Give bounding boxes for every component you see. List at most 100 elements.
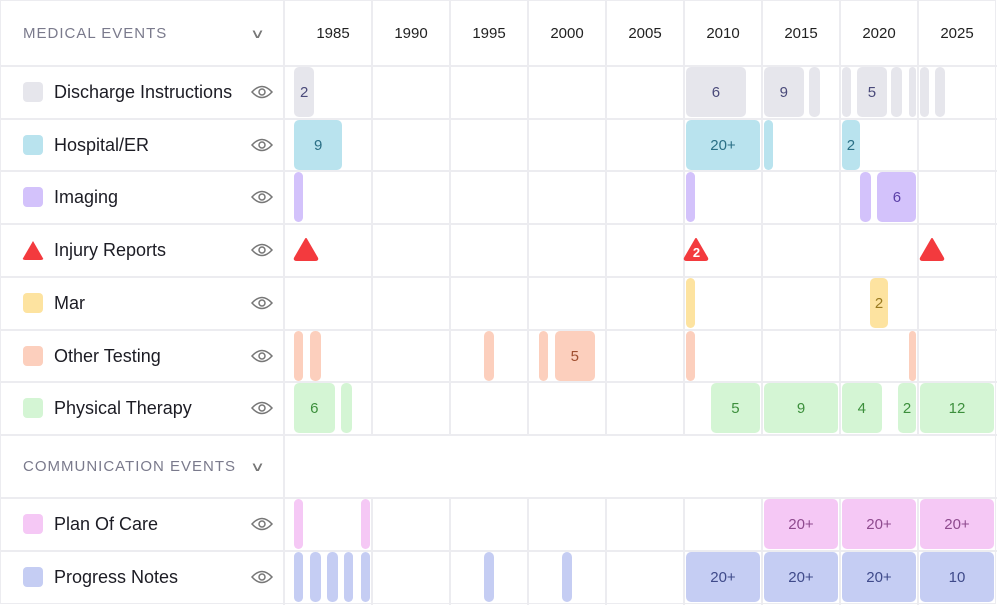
event-bar[interactable] <box>860 172 872 222</box>
event-bar[interactable]: 6 <box>685 67 747 117</box>
event-bar[interactable]: 9 <box>763 383 839 433</box>
event-bar[interactable]: 5 <box>554 331 596 381</box>
grid-line <box>283 1 285 605</box>
event-bar[interactable] <box>326 552 338 602</box>
injury-marker[interactable] <box>293 237 319 263</box>
event-bar[interactable] <box>763 120 773 170</box>
grid-line <box>683 1 685 435</box>
event-bar[interactable]: 6 <box>294 383 335 433</box>
color-swatch <box>23 346 43 366</box>
grid-line <box>1 434 997 436</box>
event-bar[interactable] <box>685 172 695 222</box>
injury-marker[interactable] <box>919 237 945 263</box>
event-bar[interactable] <box>935 67 945 117</box>
row-label: Mar <box>1 277 284 330</box>
event-bar[interactable] <box>294 331 304 381</box>
event-bar[interactable] <box>309 331 321 381</box>
color-swatch <box>23 398 43 418</box>
grid-line <box>1 550 997 552</box>
event-bar[interactable] <box>685 331 695 381</box>
event-bar[interactable] <box>808 67 820 117</box>
section-header-communication[interactable]: COMMUNICATION EVENTS ∨ <box>1 435 284 498</box>
event-bar[interactable]: 20+ <box>685 552 761 602</box>
color-swatch <box>23 135 43 155</box>
row-name: Plan Of Care <box>54 514 159 534</box>
row-name: Discharge Instructions <box>54 82 233 102</box>
event-bar[interactable]: 5 <box>857 67 887 117</box>
event-bar[interactable] <box>841 67 851 117</box>
event-bar[interactable]: 2 <box>869 278 889 328</box>
event-bar[interactable] <box>484 552 494 602</box>
eye-icon[interactable] <box>250 85 274 99</box>
event-bar[interactable]: 6 <box>877 172 917 222</box>
year-header: 1985 <box>316 25 350 42</box>
event-bar[interactable]: 20+ <box>685 120 761 170</box>
row-label: Discharge Instructions <box>1 66 284 119</box>
event-bar[interactable]: 20+ <box>763 552 839 602</box>
grid-line <box>371 498 373 605</box>
grid-line <box>527 1 529 435</box>
event-bar[interactable] <box>361 499 371 549</box>
event-bar[interactable]: 20+ <box>841 499 917 549</box>
event-bar[interactable]: 2 <box>294 67 315 117</box>
grid-line <box>1 118 997 120</box>
event-bar[interactable] <box>562 552 572 602</box>
grid-line <box>1 170 997 172</box>
chevron-down-icon[interactable]: ∨ <box>249 25 267 41</box>
event-bar[interactable] <box>685 278 695 328</box>
grid-line <box>1 497 997 499</box>
grid-line <box>917 498 919 605</box>
event-bar[interactable]: 2 <box>897 383 917 433</box>
row-label: Injury Reports <box>1 224 284 277</box>
event-bar[interactable] <box>484 331 494 381</box>
grid-line <box>1 276 997 278</box>
event-bar[interactable] <box>361 552 371 602</box>
eye-icon[interactable] <box>250 401 274 415</box>
section-header-medical[interactable]: MEDICAL EVENTS ∨ <box>1 1 284 66</box>
row-name: Injury Reports <box>54 240 167 260</box>
year-header: 2015 <box>784 25 818 42</box>
chevron-down-icon[interactable]: ∨ <box>249 458 267 474</box>
event-bar[interactable]: 20+ <box>841 552 917 602</box>
row-label: Physical Therapy <box>1 382 284 435</box>
event-bar[interactable]: 5 <box>710 383 761 433</box>
event-bar[interactable] <box>891 67 903 117</box>
grid-line <box>839 1 841 435</box>
event-bar[interactable]: 9 <box>294 120 343 170</box>
event-bar[interactable] <box>908 67 917 117</box>
event-bar[interactable] <box>919 67 929 117</box>
eye-icon[interactable] <box>250 296 274 310</box>
event-bar[interactable] <box>294 499 304 549</box>
event-bar[interactable]: 20+ <box>919 499 995 549</box>
eye-icon[interactable] <box>250 138 274 152</box>
row-name: Progress Notes <box>54 567 179 587</box>
grid-line <box>683 498 685 605</box>
eye-icon[interactable] <box>250 349 274 363</box>
event-bar[interactable]: 12 <box>919 383 995 433</box>
event-bar[interactable] <box>294 552 304 602</box>
event-bar[interactable]: 2 <box>841 120 861 170</box>
year-header: 2000 <box>550 25 584 42</box>
event-bar[interactable] <box>908 331 917 381</box>
event-bar[interactable] <box>294 172 304 222</box>
color-swatch <box>23 514 43 534</box>
grid-line <box>761 498 763 605</box>
grid-line <box>605 498 607 605</box>
event-bar[interactable]: 10 <box>919 552 995 602</box>
eye-icon[interactable] <box>250 517 274 531</box>
eye-icon[interactable] <box>250 570 274 584</box>
eye-icon[interactable] <box>250 190 274 204</box>
event-bar[interactable]: 20+ <box>763 499 839 549</box>
event-bar[interactable] <box>538 331 549 381</box>
event-bar[interactable]: 4 <box>841 383 883 433</box>
grid-line <box>1 381 997 383</box>
grid-line <box>371 1 373 435</box>
event-bar[interactable]: 9 <box>763 67 805 117</box>
grid-line <box>1 65 997 67</box>
event-bar[interactable] <box>343 552 354 602</box>
event-bar[interactable] <box>309 552 321 602</box>
grid-line <box>839 498 841 605</box>
event-bar[interactable] <box>340 383 352 433</box>
injury-marker[interactable]: 2 <box>683 237 709 263</box>
eye-icon[interactable] <box>250 243 274 257</box>
